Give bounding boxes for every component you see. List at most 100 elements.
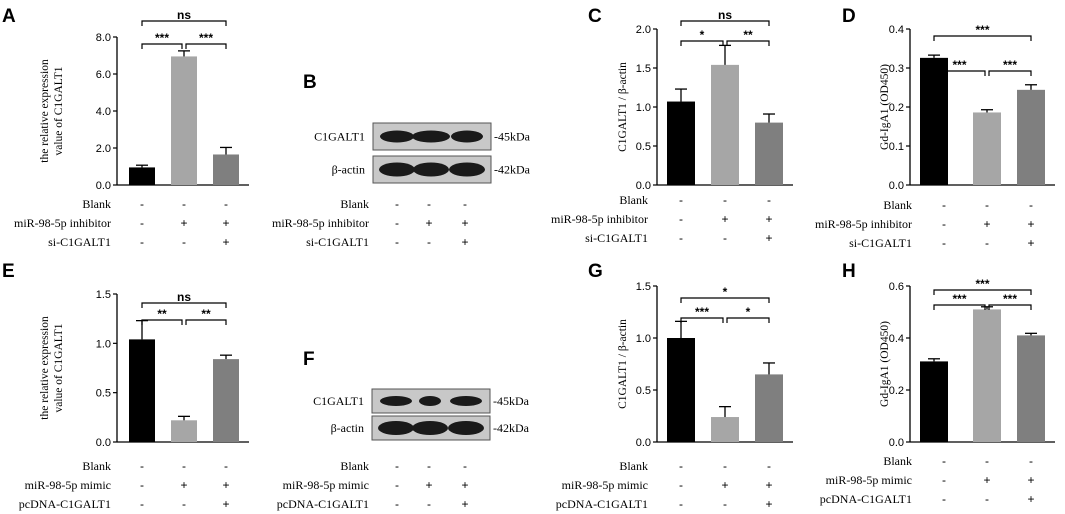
sig-bracket-e-1-3-label: ns <box>177 290 191 304</box>
sig-bracket-h-2-3 <box>988 304 1032 310</box>
blot-band-b-2-2 <box>413 162 449 177</box>
y-axis-label-c: C1GALT1 / β-actin <box>617 62 629 152</box>
condition-label-b-si: si-C1GALT1 <box>306 235 369 249</box>
condition-label-h-mimic: miR-98-5p mimic <box>826 473 912 487</box>
condition-label-a-blank: Blank <box>82 197 111 211</box>
condition-label-b-blank: Blank <box>340 197 369 211</box>
condition-label-c-inhibitor: miR-98-5p inhibitor <box>551 212 648 226</box>
condition-sign-b: - <box>395 197 399 211</box>
y-tick-label-c: 1.0 <box>636 102 651 114</box>
condition-sign-e: - <box>182 459 186 473</box>
condition-label-e-pcdna: pcDNA-C1GALT1 <box>19 497 111 511</box>
condition-sign-b: + <box>461 216 468 230</box>
blot-size-label-f: -45kDa <box>493 394 530 408</box>
y-tick-label-a: 4.0 <box>96 106 111 118</box>
y-tick-label-a: 6.0 <box>96 69 111 81</box>
condition-sign-c: - <box>767 193 771 207</box>
condition-sign-d: - <box>942 198 946 212</box>
condition-label-e-blank: Blank <box>82 459 111 473</box>
panel-label-d: D <box>842 6 856 27</box>
y-tick-label-a: 8.0 <box>96 32 111 44</box>
panel-label-f: F <box>303 349 315 370</box>
sig-bracket-d-2-3-label: *** <box>1003 58 1017 72</box>
bar-h-2 <box>973 309 1001 442</box>
y-tick-label-g: 1.0 <box>636 333 651 345</box>
condition-sign-g: - <box>679 459 683 473</box>
condition-sign-d: - <box>985 236 989 250</box>
sig-bracket-a-1-3-label: ns <box>177 8 191 22</box>
bar-e-3 <box>213 359 239 442</box>
condition-sign-e: + <box>180 478 187 492</box>
condition-sign-a: - <box>224 197 228 211</box>
condition-label-f-blank: Blank <box>340 459 369 473</box>
y-tick-label-d: 0.3 <box>889 63 904 75</box>
sig-bracket-e-2-3 <box>185 319 227 325</box>
blot-protein-label-f: β-actin <box>331 421 364 435</box>
condition-sign-a: - <box>182 235 186 249</box>
panel-label-h: H <box>842 261 856 282</box>
condition-label-d-blank: Blank <box>883 198 912 212</box>
condition-sign-f: - <box>427 459 431 473</box>
sig-bracket-g-2-3 <box>726 317 770 323</box>
y-axis-label-h: Gd-IgA1 (OD450) <box>879 321 891 407</box>
sig-bracket-h-2-3-label: *** <box>1003 292 1017 306</box>
condition-label-f-mimic: miR-98-5p mimic <box>283 478 369 492</box>
panel-label-e: E <box>2 261 15 282</box>
condition-label-b-inhibitor: miR-98-5p inhibitor <box>272 216 369 230</box>
sig-bracket-c-1-3 <box>680 20 770 26</box>
condition-sign-f: - <box>395 478 399 492</box>
y-tick-label-h: 0.2 <box>889 385 904 397</box>
y-tick-label-e: 1.5 <box>96 289 111 301</box>
sig-bracket-e-1-2 <box>141 319 183 325</box>
condition-sign-h: - <box>942 454 946 468</box>
bar-c-2 <box>711 64 739 185</box>
sig-bracket-c-1-2 <box>680 40 724 46</box>
y-tick-label-e: 1.0 <box>96 338 111 350</box>
sig-bracket-a-2-3-label: *** <box>199 31 213 45</box>
condition-sign-d: - <box>985 198 989 212</box>
condition-sign-h: - <box>985 454 989 468</box>
condition-sign-f: + <box>461 497 468 511</box>
sig-bracket-c-2-3 <box>726 40 770 46</box>
sig-bracket-g-1-3-label: * <box>723 285 728 299</box>
sig-bracket-h-1-3 <box>933 289 1032 295</box>
bar-d-1 <box>920 57 948 185</box>
condition-sign-d: + <box>983 217 990 231</box>
y-tick-label-e: 0.5 <box>96 388 111 400</box>
condition-sign-a: - <box>140 197 144 211</box>
bar-g-2 <box>711 417 739 442</box>
condition-sign-c: - <box>679 212 683 226</box>
condition-sign-d: + <box>1027 217 1034 231</box>
blot-band-f-1-2 <box>419 396 441 406</box>
condition-sign-h: - <box>942 492 946 506</box>
panel-label-c: C <box>588 6 602 27</box>
condition-sign-g: - <box>679 478 683 492</box>
sig-bracket-a-1-2-label: *** <box>155 31 169 45</box>
y-tick-label-c: 2.0 <box>636 24 651 36</box>
condition-sign-a: - <box>140 235 144 249</box>
condition-sign-b: - <box>427 235 431 249</box>
condition-label-g-pcdna: pcDNA-C1GALT1 <box>556 497 648 511</box>
condition-sign-f: + <box>461 478 468 492</box>
condition-label-e-mimic: miR-98-5p mimic <box>25 478 111 492</box>
panel-label-a: A <box>2 6 16 27</box>
sig-bracket-h-1-2 <box>933 304 986 310</box>
sig-bracket-h-1-2-label: *** <box>952 292 966 306</box>
y-tick-label-g: 0.5 <box>636 385 651 397</box>
condition-sign-c: - <box>679 193 683 207</box>
blot-band-b-2-3 <box>449 162 485 177</box>
condition-sign-a: + <box>180 216 187 230</box>
sig-bracket-d-1-3-label: *** <box>975 23 989 37</box>
blot-band-f-2-1 <box>378 421 414 435</box>
condition-sign-a: + <box>222 235 229 249</box>
condition-sign-f: - <box>463 459 467 473</box>
condition-sign-h: + <box>1027 492 1034 506</box>
condition-sign-b: - <box>427 197 431 211</box>
bar-g-1 <box>667 338 695 442</box>
condition-sign-e: + <box>222 478 229 492</box>
y-tick-label-h: 0.4 <box>889 333 904 345</box>
condition-sign-g: - <box>723 497 727 511</box>
panel-label-g: G <box>588 261 603 282</box>
condition-sign-h: + <box>1027 473 1034 487</box>
